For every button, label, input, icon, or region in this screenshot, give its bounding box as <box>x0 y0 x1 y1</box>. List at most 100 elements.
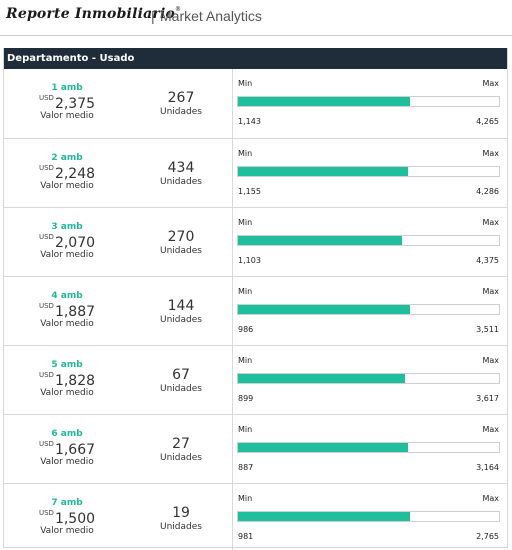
range-bar <box>237 96 500 107</box>
max-caption: Max <box>482 79 499 88</box>
min-value: 887 <box>238 463 254 472</box>
max-caption: Max <box>482 149 499 158</box>
median-price: USD2,248 <box>4 163 130 182</box>
range-bar <box>237 166 500 177</box>
min-caption: Min <box>238 287 253 296</box>
units-caption: Unidades <box>160 315 202 325</box>
max-value: 3,511 <box>476 325 499 334</box>
room-count-label: 7 amb <box>51 498 83 508</box>
value-cell: 3 amb USD2,070 Valor medio <box>4 208 130 276</box>
price-table: Departamento - Usado 1 amb USD2,375 Valo… <box>3 48 508 550</box>
min-caption: Min <box>238 79 253 88</box>
min-caption: Min <box>238 218 253 227</box>
range-cell: Min Max 981 2,765 <box>232 484 507 550</box>
range-bar-fill <box>238 236 403 245</box>
units-count: 267 <box>167 90 195 106</box>
header-separator: | <box>151 8 155 24</box>
range-bar-fill <box>238 443 408 452</box>
units-count: 27 <box>172 436 190 452</box>
table-row: 4 amb USD1,887 Valor medio 144 Unidades … <box>4 276 507 345</box>
currency-label: USD <box>38 440 54 448</box>
max-value: 3,164 <box>476 463 499 472</box>
min-value: 1,155 <box>238 187 261 196</box>
units-cell: 267 Unidades <box>130 69 232 138</box>
median-value-caption: Valor medio <box>40 181 94 191</box>
table-row: 5 amb USD1,828 Valor medio 67 Unidades M… <box>4 345 507 414</box>
median-price: USD1,667 <box>4 439 130 458</box>
min-value: 1,103 <box>238 256 261 265</box>
value-cell: 7 amb USD1,500 Valor medio <box>4 484 130 550</box>
currency-label: USD <box>38 371 54 379</box>
max-caption: Max <box>482 494 499 503</box>
table-row: 3 amb USD2,070 Valor medio 270 Unidades … <box>4 207 507 276</box>
median-price-value: 1,828 <box>54 373 96 389</box>
units-caption: Unidades <box>160 522 202 532</box>
units-count: 144 <box>167 298 195 314</box>
currency-label: USD <box>38 233 54 241</box>
room-count-label: 2 amb <box>51 153 83 163</box>
range-cell: Min Max 1,103 4,375 <box>232 208 507 276</box>
currency-label: USD <box>38 94 54 102</box>
range-cell: Min Max 1,155 4,286 <box>232 139 507 207</box>
median-value-caption: Valor medio <box>40 319 94 329</box>
table-row: 2 amb USD2,248 Valor medio 434 Unidades … <box>4 138 507 207</box>
units-count: 19 <box>172 505 190 521</box>
units-caption: Unidades <box>160 384 202 394</box>
max-value: 4,265 <box>476 117 499 126</box>
min-value: 986 <box>238 325 254 334</box>
min-value: 1,143 <box>238 117 261 126</box>
room-count-label: 5 amb <box>51 360 83 370</box>
room-count-label: 3 amb <box>51 222 83 232</box>
units-count: 434 <box>167 160 195 176</box>
value-cell: 6 amb USD1,667 Valor medio <box>4 415 130 483</box>
table-row: 7 amb USD1,500 Valor medio 19 Unidades M… <box>4 483 507 550</box>
range-bar <box>237 511 500 522</box>
units-caption: Unidades <box>160 107 202 117</box>
value-cell: 5 amb USD1,828 Valor medio <box>4 346 130 414</box>
range-bar <box>237 442 500 453</box>
max-value: 3,617 <box>476 394 499 403</box>
median-price: USD1,887 <box>4 301 130 320</box>
min-caption: Min <box>238 356 253 365</box>
median-value-caption: Valor medio <box>40 457 94 467</box>
room-count-label: 6 amb <box>51 429 83 439</box>
range-bar-fill <box>238 97 411 106</box>
median-value-caption: Valor medio <box>40 111 94 121</box>
max-value: 2,765 <box>476 532 499 541</box>
median-price: USD1,500 <box>4 508 130 527</box>
units-cell: 19 Unidades <box>130 484 232 550</box>
currency-label: USD <box>38 509 54 517</box>
median-value-caption: Valor medio <box>40 388 94 398</box>
min-value: 981 <box>238 532 254 541</box>
range-bar-fill <box>238 305 411 314</box>
range-bar <box>237 304 500 315</box>
max-caption: Max <box>482 287 499 296</box>
median-value-caption: Valor medio <box>40 250 94 260</box>
range-cell: Min Max 887 3,164 <box>232 415 507 483</box>
range-cell: Min Max 1,143 4,265 <box>232 69 507 138</box>
units-cell: 434 Unidades <box>130 139 232 207</box>
value-cell: 1 amb USD2,375 Valor medio <box>4 69 130 138</box>
median-price: USD2,070 <box>4 232 130 251</box>
range-bar-fill <box>238 374 406 383</box>
brand-logo-text: Reporte Inmobiliario <box>6 6 176 22</box>
units-cell: 270 Unidades <box>130 208 232 276</box>
min-caption: Min <box>238 425 253 434</box>
table-row: 6 amb USD1,667 Valor medio 27 Unidades M… <box>4 414 507 483</box>
median-price: USD2,375 <box>4 93 130 112</box>
currency-label: USD <box>38 302 54 310</box>
max-caption: Max <box>482 356 499 365</box>
units-cell: 144 Unidades <box>130 277 232 345</box>
min-value: 899 <box>238 394 254 403</box>
median-price-value: 2,248 <box>54 166 96 182</box>
table-row: 1 amb USD2,375 Valor medio 267 Unidades … <box>4 69 507 138</box>
min-caption: Min <box>238 494 253 503</box>
range-bar <box>237 373 500 384</box>
room-count-label: 4 amb <box>51 291 83 301</box>
units-caption: Unidades <box>160 177 202 187</box>
table-rows: 1 amb USD2,375 Valor medio 267 Unidades … <box>4 69 507 550</box>
min-caption: Min <box>238 149 253 158</box>
value-cell: 4 amb USD1,887 Valor medio <box>4 277 130 345</box>
max-caption: Max <box>482 218 499 227</box>
median-price-value: 1,667 <box>54 442 96 458</box>
